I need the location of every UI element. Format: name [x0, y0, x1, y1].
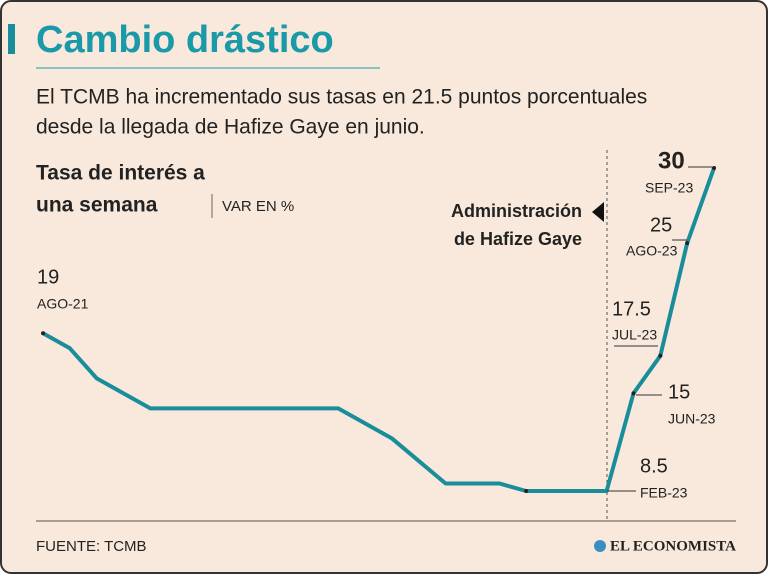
category-label: SEP-23	[645, 180, 693, 196]
annotation: Administración	[451, 201, 582, 221]
point	[444, 481, 448, 485]
value-label: 30	[658, 147, 685, 174]
point	[283, 406, 287, 410]
point	[309, 406, 313, 410]
point	[95, 376, 99, 380]
brand: EL ECONOMISTA	[610, 538, 736, 554]
point	[229, 406, 233, 410]
point	[578, 489, 582, 493]
point	[712, 166, 716, 170]
category-label: JUN-23	[668, 411, 716, 427]
point	[336, 406, 340, 410]
annotation: de Hafize Gaye	[454, 229, 582, 249]
point	[41, 331, 45, 336]
point	[551, 489, 555, 493]
category-label: AGO-21	[37, 296, 89, 312]
point	[631, 391, 636, 396]
point	[524, 489, 529, 493]
point	[202, 406, 206, 410]
point	[390, 436, 394, 440]
point	[175, 406, 179, 410]
source: FUENTE: TCMB	[36, 538, 147, 555]
chart-title: una semana	[36, 194, 158, 217]
title: Cambio drástico	[36, 19, 334, 61]
line	[42, 167, 716, 493]
point	[497, 481, 501, 485]
value-label: 17.5	[612, 298, 651, 320]
title-accent	[8, 24, 15, 54]
point	[68, 346, 72, 350]
point	[122, 391, 126, 395]
category-label: FEB-23	[640, 485, 688, 501]
point	[658, 353, 663, 358]
subtitle: El TCMB ha incrementado sus tasas en 21.…	[36, 86, 647, 109]
subtitle: desde la llegada de Hafize Gaye en junio…	[36, 116, 425, 139]
value-label: 19	[37, 266, 59, 288]
point	[363, 421, 367, 425]
annotation-arrow	[592, 202, 604, 222]
value-label: 15	[668, 381, 690, 403]
category-label: AGO-23	[626, 243, 678, 259]
category-label: JUL-23	[612, 327, 657, 343]
point	[148, 406, 152, 410]
value-label: 8.5	[640, 455, 668, 477]
value-label: 25	[650, 214, 672, 236]
point	[417, 459, 421, 463]
point	[685, 241, 690, 246]
unit-label: VAR EN %	[222, 198, 294, 215]
chart-title: Tasa de interés a	[36, 162, 205, 185]
point	[470, 481, 474, 485]
point	[256, 406, 260, 410]
brand-logo	[594, 540, 606, 552]
